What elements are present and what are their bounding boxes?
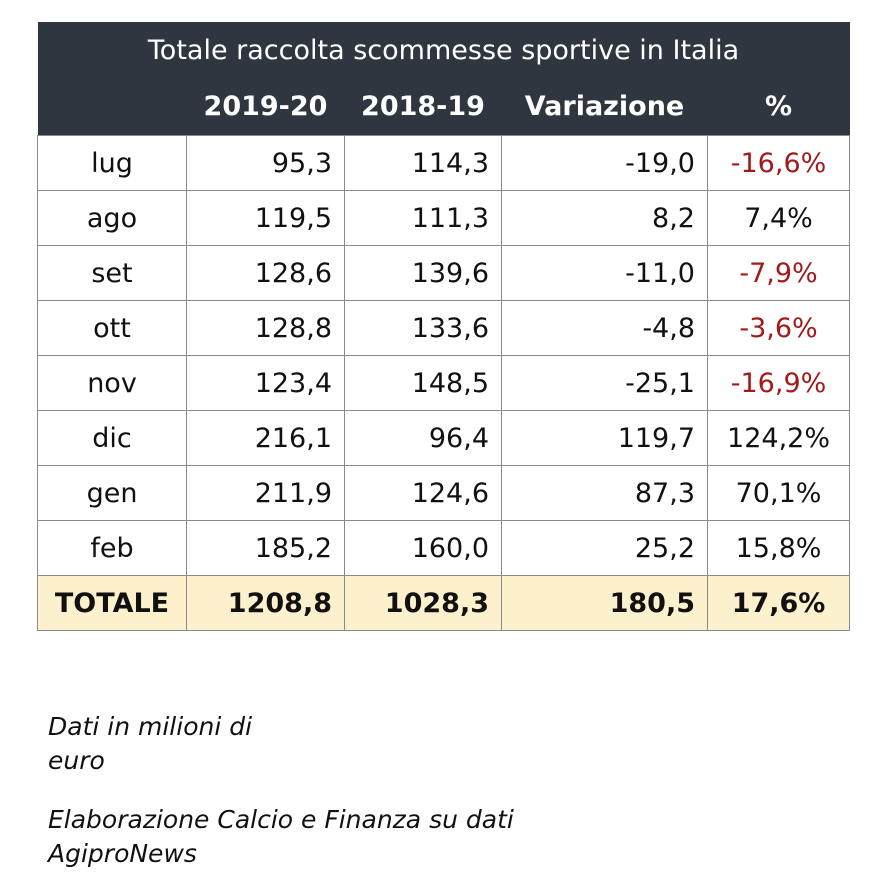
- cell-2018-19: 160,0: [344, 520, 502, 576]
- row-label: nov: [37, 355, 187, 411]
- cell-2018-19: 114,3: [344, 135, 502, 191]
- table-row: lug 95,3 114,3 -19,0 -16,6%: [37, 135, 851, 191]
- row-label: ott: [37, 300, 187, 356]
- row-label: dic: [37, 410, 187, 466]
- cell-percent: -7,9%: [706, 245, 851, 301]
- cell-variazione: -11,0: [501, 245, 708, 301]
- column-header-variazione: Variazione: [501, 78, 708, 136]
- table-row: feb 185,2 160,0 25,2 15,8%: [37, 520, 851, 576]
- data-table-container: Totale raccolta scommesse sportive in It…: [37, 22, 851, 631]
- row-label: lug: [37, 135, 187, 191]
- cell-variazione: 87,3: [501, 465, 708, 521]
- column-header-percent: %: [707, 78, 850, 136]
- table-row: gen 211,9 124,6 87,3 70,1%: [37, 465, 851, 521]
- cell-variazione: 119,7: [501, 410, 708, 466]
- cell-2019-20: 119,5: [186, 190, 345, 246]
- table-title: Totale raccolta scommesse sportive in It…: [37, 22, 850, 78]
- row-label: gen: [37, 465, 187, 521]
- cell-2018-19: 111,3: [344, 190, 502, 246]
- table-row: ago 119,5 111,3 8,2 7,4%: [37, 190, 851, 246]
- cell-2018-19: 148,5: [344, 355, 502, 411]
- cell-2018-19: 133,6: [344, 300, 502, 356]
- cell-percent: -16,6%: [706, 135, 851, 191]
- cell-variazione: -19,0: [501, 135, 708, 191]
- table-row: nov 123,4 148,5 -25,1 -16,9%: [37, 355, 851, 411]
- unit-note: Dati in milioni di euro: [48, 712, 253, 775]
- table-row: set 128,6 139,6 -11,0 -7,9%: [37, 245, 851, 301]
- cell-2019-20: 123,4: [186, 355, 345, 411]
- column-header-2019-20: 2019-20: [186, 78, 345, 136]
- row-label: set: [37, 245, 187, 301]
- cell-2018-19: 96,4: [344, 410, 502, 466]
- cell-2019-20: 216,1: [186, 410, 345, 466]
- cell-variazione: 25,2: [501, 520, 708, 576]
- table-body: lug 95,3 114,3 -19,0 -16,6% ago 119,5 111,3 8,2 7…: [37, 135, 851, 631]
- cell-2019-20: 128,8: [186, 300, 345, 356]
- column-header-2018-19: 2018-19: [344, 78, 502, 136]
- cell-percent: -16,9%: [706, 355, 851, 411]
- row-label: feb: [37, 520, 187, 576]
- total-row: TOTALE 1208,8 1028,3 180,5 17,6%: [37, 575, 851, 631]
- cell-2019-20: 211,9: [186, 465, 345, 521]
- total-variazione: 180,5: [501, 575, 708, 631]
- table-row: ott 128,8 133,6 -4,8 -3,6%: [37, 300, 851, 356]
- row-label: ago: [37, 190, 187, 246]
- cell-2019-20: 128,6: [186, 245, 345, 301]
- cell-percent: 15,8%: [706, 520, 851, 576]
- table-row: dic 216,1 96,4 119,7 124,2%: [37, 410, 851, 466]
- cell-variazione: -25,1: [501, 355, 708, 411]
- cell-variazione: -4,8: [501, 300, 708, 356]
- total-2018-19: 1028,3: [344, 575, 502, 631]
- cell-2018-19: 124,6: [344, 465, 502, 521]
- cell-percent: 70,1%: [706, 465, 851, 521]
- cell-percent: 7,4%: [706, 190, 851, 246]
- cell-percent: 124,2%: [706, 410, 851, 466]
- total-label: TOTALE: [37, 575, 187, 631]
- data-table: Totale raccolta scommesse sportive in It…: [37, 22, 851, 631]
- column-header-label: [37, 78, 187, 136]
- total-2019-20: 1208,8: [186, 575, 345, 631]
- cell-2018-19: 139,6: [344, 245, 502, 301]
- cell-2019-20: 185,2: [186, 520, 345, 576]
- total-percent: 17,6%: [706, 575, 851, 631]
- source-note: Elaborazione Calcio e Finanza su dati Ag…: [48, 805, 514, 868]
- cell-percent: -3,6%: [706, 300, 851, 356]
- cell-2019-20: 95,3: [186, 135, 345, 191]
- cell-variazione: 8,2: [501, 190, 708, 246]
